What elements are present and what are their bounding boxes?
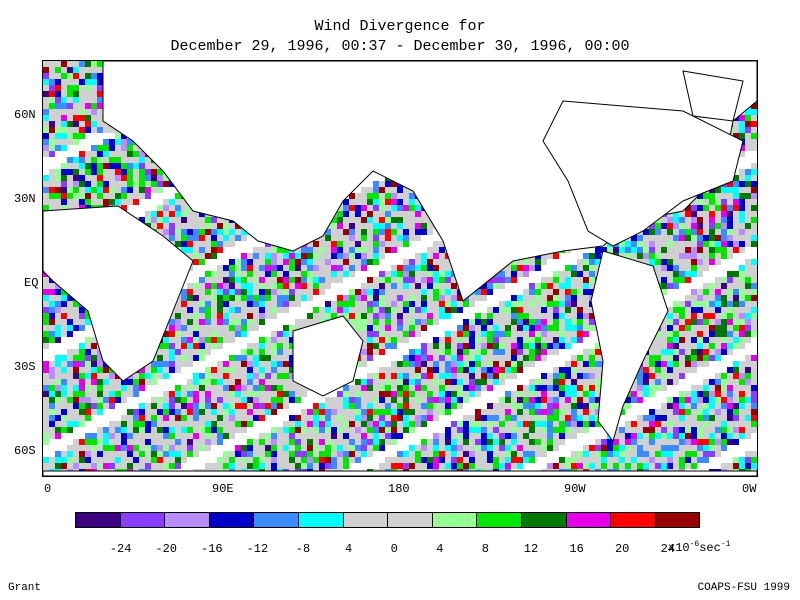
lon-label-0w: 0W [742,482,757,496]
legend-swatch [565,512,612,528]
land-masses [43,61,757,476]
legend-tick-label: 12 [523,542,539,556]
legend-tick-label: 0 [390,542,398,556]
legend-tick-label: 4 [436,542,444,556]
lat-label-eq: EQ [24,276,39,290]
legend-tick-label: -12 [246,542,269,556]
lon-label-90w: 90W [564,482,586,496]
units-label: x10-6sec-1 [668,540,730,555]
legend-swatch [610,512,656,528]
legend-swatch [75,512,121,528]
map-title-line-2: December 29, 1996, 00:37 - December 30, … [170,38,630,55]
lat-label-30s: 30S [14,360,36,374]
legend-swatch [297,512,344,528]
legend-tick-label: 4 [344,542,353,556]
units-exponent-2: -1 [720,540,731,549]
author-credit: Grant [8,582,42,594]
legend-swatch [654,512,701,528]
color-legend-bar [75,512,701,528]
legend-swatch [387,512,433,528]
legend-tick-label: 24 [660,542,675,556]
legend-swatch [476,512,522,528]
units-exponent: -6 [689,540,700,549]
organization-credit: COAPS-FSU 1999 [697,582,790,594]
legend-tick-label: -16 [200,542,223,556]
legend-swatch [520,512,567,528]
map-title-line-1: Wind Divergence for [314,18,486,35]
legend-swatch [431,512,478,528]
legend-swatch [342,512,389,528]
units-suffix: sec [699,541,721,555]
map-frame [42,60,758,477]
legend-swatch [208,512,255,528]
lat-label-30n: 30N [14,192,36,206]
lat-label-60s: 60S [14,444,36,458]
legend-swatch [253,512,299,528]
divergence-map [43,61,757,476]
legend-tick-label: 20 [614,542,630,556]
lon-label-180: 180 [388,482,410,496]
legend-swatch [119,512,166,528]
legend-tick-label: -24 [109,542,132,556]
lon-label-90e: 90E [212,482,234,496]
legend-tick-label: -20 [155,542,177,556]
lon-label-0: 0 [44,482,52,496]
legend-tick-label: 8 [481,542,489,556]
legend-swatch [164,512,210,528]
units-prefix: x10 [668,541,690,555]
legend-tick-label: 16 [569,542,584,556]
lat-label-60n: 60N [14,108,36,122]
legend-tick-label: -8 [295,542,311,556]
